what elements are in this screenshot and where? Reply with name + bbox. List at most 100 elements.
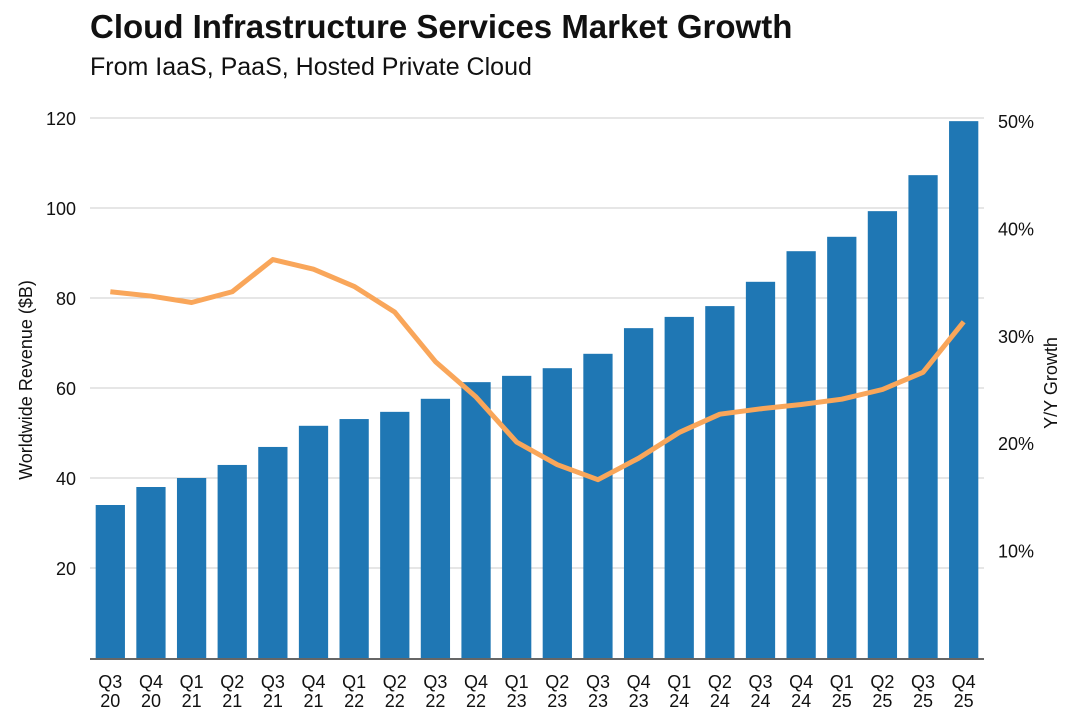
x-tick-label: Q3 24	[748, 672, 772, 711]
x-tick-label: Q1 23	[505, 672, 529, 711]
x-tick-quarter: Q4	[301, 672, 325, 692]
x-tick-year: 24	[710, 691, 730, 711]
x-tick-label: Q3 23	[586, 672, 610, 711]
x-tick-year: 20	[141, 691, 161, 711]
y-axis-left-label: Worldwide Revenue ($B)	[16, 280, 36, 480]
x-tick-label: Q3 21	[261, 672, 285, 711]
x-tick-year: 20	[100, 691, 120, 711]
bar	[623, 328, 654, 658]
x-tick-quarter: Q1	[342, 672, 366, 692]
x-tick-quarter: Q4	[952, 672, 976, 692]
bar	[176, 478, 207, 658]
x-tick-label: Q3 20	[98, 672, 122, 711]
bar	[217, 464, 247, 658]
x-tick-label: Q4 22	[464, 672, 488, 711]
bar	[502, 375, 532, 658]
x-tick-label: Q4 23	[627, 672, 651, 711]
bar	[786, 251, 816, 658]
x-tick-label: Q4 20	[139, 672, 163, 711]
x-tick-quarter: Q4	[627, 672, 651, 692]
line-series	[110, 257, 966, 483]
x-tick-label: Q2 24	[708, 672, 732, 711]
x-tick-label: Q2 23	[545, 672, 569, 711]
y-tick-label: 40	[56, 469, 76, 489]
bar	[745, 281, 776, 658]
bar	[95, 505, 125, 658]
x-tick-year: 21	[263, 691, 283, 711]
x-tick-quarter: Q1	[180, 672, 204, 692]
bar	[705, 306, 735, 658]
x-tick-label: Q4 21	[301, 672, 325, 711]
x-tick-label: Q2 21	[220, 672, 244, 711]
x-tick-year: 25	[832, 691, 852, 711]
x-tick-quarter: Q3	[98, 672, 122, 692]
x-tick-label: Q2 22	[383, 672, 407, 711]
bar	[420, 398, 451, 658]
x-tick-year: 22	[466, 691, 486, 711]
bar	[664, 316, 694, 658]
x-tick-quarter: Q1	[667, 672, 691, 692]
x-tick-quarter: Q2	[708, 672, 732, 692]
y-tick-label: 20	[56, 559, 76, 579]
y-axis-right-ticks: 10% 20% 30% 40% 50%	[998, 112, 1034, 562]
x-tick-quarter: Q3	[748, 672, 772, 692]
x-tick-quarter: Q3	[586, 672, 610, 692]
y-tick-label: 80	[56, 289, 76, 309]
bar-series	[95, 121, 979, 659]
x-tick-label: Q1 24	[667, 672, 691, 711]
bar	[380, 411, 410, 658]
bar	[136, 487, 166, 658]
y-tick-label: 120	[46, 109, 76, 129]
x-tick-label: Q3 25	[911, 672, 935, 711]
x-tick-year: 23	[629, 691, 649, 711]
bar	[258, 446, 288, 658]
x-tick-year: 23	[507, 691, 527, 711]
x-tick-label: Q2 25	[870, 672, 894, 711]
x-tick-quarter: Q2	[383, 672, 407, 692]
bar	[867, 211, 898, 658]
x-tick-quarter: Q2	[545, 672, 569, 692]
y-axis-left-ticks: 20 40 60 80 100 120	[46, 109, 76, 579]
y-axis-right-label: Y/Y Growth	[1041, 337, 1061, 429]
x-tick-quarter: Q2	[220, 672, 244, 692]
bar	[542, 368, 572, 658]
x-tick-year: 21	[182, 691, 202, 711]
y2-tick-label: 30%	[998, 327, 1034, 347]
x-tick-year: 22	[425, 691, 445, 711]
x-tick-quarter: Q4	[464, 672, 488, 692]
x-tick-label: Q1 21	[180, 672, 204, 711]
x-tick-label: Q4 24	[789, 672, 813, 711]
x-tick-quarter: Q3	[911, 672, 935, 692]
x-tick-year: 22	[344, 691, 364, 711]
x-tick-quarter: Q2	[870, 672, 894, 692]
chart-title: Cloud Infrastructure Services Market Gro…	[90, 8, 793, 45]
bar	[827, 236, 857, 659]
x-tick-label: Q4 25	[952, 672, 976, 711]
bar	[461, 382, 491, 658]
x-tick-label: Q1 25	[830, 672, 854, 711]
y2-tick-label: 40%	[998, 219, 1034, 239]
x-tick-quarter: Q4	[789, 672, 813, 692]
x-tick-year: 25	[872, 691, 892, 711]
y2-tick-label: 50%	[998, 112, 1034, 132]
x-tick-year: 21	[222, 691, 242, 711]
y2-tick-label: 20%	[998, 434, 1034, 454]
x-tick-year: 22	[385, 691, 405, 711]
x-tick-quarter: Q1	[830, 672, 854, 692]
x-tick-year: 24	[750, 691, 770, 711]
x-tick-year: 24	[669, 691, 689, 711]
x-tick-year: 25	[913, 691, 933, 711]
x-tick-year: 23	[588, 691, 608, 711]
y-tick-label: 100	[46, 199, 76, 219]
x-tick-quarter: Q4	[139, 672, 163, 692]
y-tick-label: 60	[56, 379, 76, 399]
x-tick-quarter: Q3	[261, 672, 285, 692]
x-tick-year: 24	[791, 691, 811, 711]
x-tick-quarter: Q3	[423, 672, 447, 692]
bar	[339, 419, 369, 658]
chart-subtitle: From IaaS, PaaS, Hosted Private Cloud	[90, 53, 532, 81]
bar	[583, 353, 613, 658]
x-tick-label: Q1 22	[342, 672, 366, 711]
